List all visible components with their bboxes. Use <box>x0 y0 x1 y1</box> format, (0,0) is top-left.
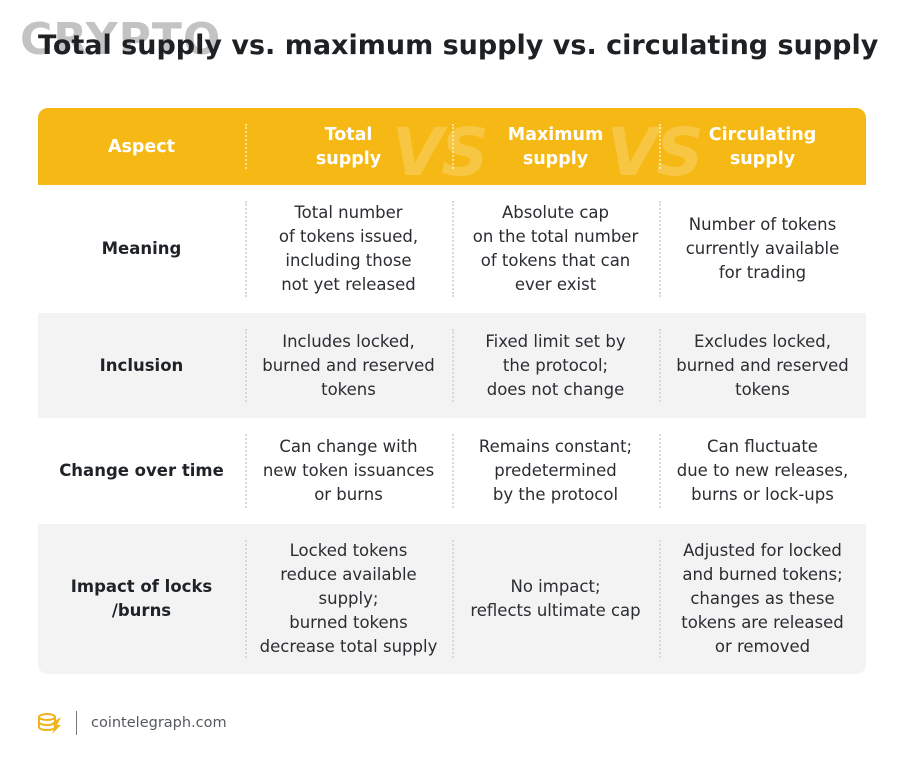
cointelegraph-logo-icon <box>38 713 61 734</box>
table-cell: Locked tokens reduce available supply; b… <box>245 524 452 674</box>
table-cell: Excludes locked, burned and reserved tok… <box>659 313 866 418</box>
watermark: CRYPTO <box>20 14 222 65</box>
table-cell: No impact; reflects ultimate cap <box>452 524 659 674</box>
table-header-row: VS VS Aspect Total supply Maximum supply… <box>38 108 866 191</box>
table-row-meaning: Meaning Total number of tokens issued, i… <box>38 185 866 313</box>
footer-divider <box>76 711 77 735</box>
page-title: Total supply vs. maximum supply vs. circ… <box>38 30 879 61</box>
table-cell: Remains constant; predetermined by the p… <box>452 418 659 524</box>
table-cell: Number of tokens currently available for… <box>659 185 866 313</box>
table-cell: Total number of tokens issued, including… <box>245 185 452 313</box>
header-cell-total-supply: Total supply <box>245 108 452 185</box>
table-cell: Can fluctuate due to new releases, burns… <box>659 418 866 524</box>
comparison-table: VS VS Aspect Total supply Maximum supply… <box>38 108 866 674</box>
header-cell-circulating-supply: Circulating supply <box>659 108 866 185</box>
row-label: Meaning <box>101 239 182 258</box>
table-cell: Adjusted for locked and burned tokens; c… <box>659 524 866 674</box>
table-cell: Includes locked, burned and reserved tok… <box>245 313 452 418</box>
row-label: Inclusion <box>99 355 184 375</box>
header-cell-aspect: Aspect <box>107 136 176 157</box>
header-cell-maximum-supply: Maximum supply <box>452 108 659 185</box>
table-cell: Absolute cap on the total number of toke… <box>452 185 659 313</box>
table-row-impact-of-locks-burns: Impact of locks /burns Locked tokens red… <box>38 524 866 674</box>
table-cell: Can change with new token issuances or b… <box>245 418 452 524</box>
table-row-change-over-time: Change over time Can change with new tok… <box>38 418 866 524</box>
footer: cointelegraph.com <box>36 708 227 738</box>
footer-site-link[interactable]: cointelegraph.com <box>91 715 227 731</box>
table-cell: Fixed limit set by the protocol; does no… <box>452 313 659 418</box>
row-label: Impact of locks /burns <box>70 577 213 620</box>
row-label: Change over time <box>59 461 224 480</box>
table-row-inclusion: Inclusion Includes locked, burned and re… <box>38 313 866 418</box>
